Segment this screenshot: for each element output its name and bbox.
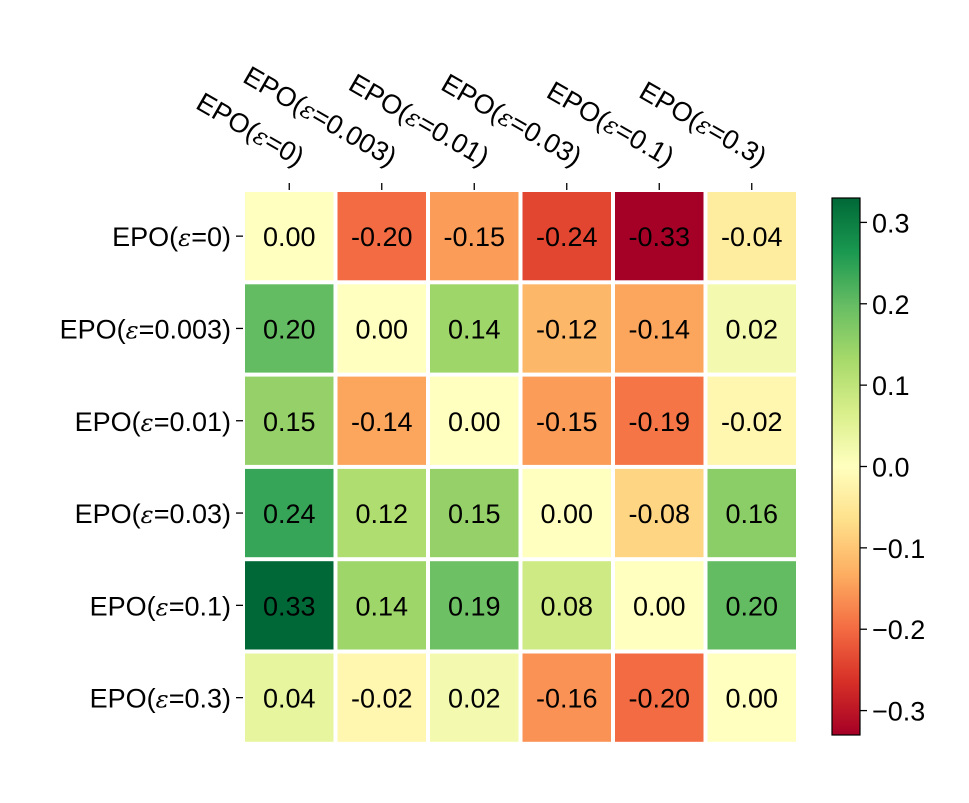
colorbar-tick-label: −0.1 <box>872 534 925 564</box>
cell-value-label: 0.00 <box>448 407 501 437</box>
cell-value-label: 0.33 <box>263 591 316 621</box>
cell-value-label: -0.14 <box>351 407 413 437</box>
cell-value-label: 0.19 <box>448 591 501 621</box>
heatmap-cell <box>615 653 704 742</box>
heatmap-cell <box>245 561 334 650</box>
cell-value-label: -0.15 <box>536 407 598 437</box>
heatmap-cell <box>615 192 704 281</box>
heatmap-cell <box>337 284 426 373</box>
colorbar-tick-label: 0.1 <box>872 371 910 401</box>
cell-value-label: 0.00 <box>725 684 778 714</box>
y-tick-label: EPO(ε=0.03) <box>75 499 231 529</box>
heatmap-cell <box>707 561 796 650</box>
cell-value-label: -0.08 <box>628 499 690 529</box>
cell-value-label: -0.20 <box>628 684 690 714</box>
x-tick-label: EPO(ε=0.003) <box>238 61 401 173</box>
cell-value-label: 0.02 <box>448 684 501 714</box>
colorbar-ticks: 0.3 0.2 0.1 0.0 −0.1 −0.2 −0.3 <box>860 208 925 727</box>
heatmap-cell <box>430 192 519 281</box>
cell-value-label: 0.20 <box>725 591 778 621</box>
heatmap-cell <box>615 468 704 558</box>
heatmap-cell <box>245 284 334 373</box>
y-tick-label: EPO(ε=0.01) <box>75 407 231 437</box>
cell-value-label: -0.19 <box>628 407 690 437</box>
colorbar-tick-label: −0.3 <box>872 697 925 727</box>
cell-value-label: 0.24 <box>263 499 316 529</box>
cell-value-label: -0.20 <box>351 222 413 252</box>
heatmap-cell <box>707 653 796 742</box>
heatmap-cell <box>707 468 796 558</box>
cell-value-label: 0.00 <box>355 314 408 344</box>
cell-value-label: -0.02 <box>721 407 783 437</box>
heatmap-cell <box>245 468 334 558</box>
heatmap-cell <box>615 561 704 650</box>
heatmap-cell <box>522 561 611 650</box>
y-axis: EPO(ε=0) EPO(ε=0.003) EPO(ε=0.01) EPO(ε=0.0… <box>60 222 243 714</box>
heatmap-cell <box>430 376 519 465</box>
heatmap-cell <box>707 284 796 373</box>
cell-value-label: 0.14 <box>355 591 408 621</box>
colorbar-tick-label: 0.0 <box>872 453 910 483</box>
y-tick-label: EPO(ε=0.3) <box>90 684 231 714</box>
cell-value-label: 0.20 <box>263 314 316 344</box>
heatmap-cell <box>337 376 426 465</box>
heatmap-cell <box>337 468 426 558</box>
x-axis: EPO(ε=0)EPO(ε=0.003)EPO(ε=0.01)EPO(ε=0.0… <box>191 61 772 190</box>
cell-value-label: -0.04 <box>721 222 783 252</box>
heatmap-cell <box>337 561 426 650</box>
heatmap-cell <box>245 653 334 742</box>
cell-value-label: -0.14 <box>628 314 690 344</box>
cell-value-label: 0.02 <box>725 314 778 344</box>
cell-value-label: -0.16 <box>536 684 598 714</box>
cell-value-label: 0.00 <box>540 499 593 529</box>
y-tick-label: EPO(ε=0.1) <box>90 591 231 621</box>
heatmap-cell <box>522 376 611 465</box>
colorbar: 0.3 0.2 0.1 0.0 −0.1 −0.2 −0.3 <box>831 197 925 736</box>
heatmap-cell <box>337 192 426 281</box>
colorbar-tick-label: 0.3 <box>872 208 910 238</box>
cell-value-label: 0.00 <box>633 591 686 621</box>
heatmap-cell <box>337 653 426 742</box>
cell-value-label: 0.08 <box>540 591 593 621</box>
heatmap-cell <box>245 376 334 465</box>
cell-value-label: 0.04 <box>263 684 316 714</box>
cell-value-label: -0.33 <box>628 222 690 252</box>
y-tick-label: EPO(ε=0) <box>112 222 231 252</box>
heatmap-cell <box>707 376 796 465</box>
cell-value-label: -0.02 <box>351 684 413 714</box>
heatmap-cell <box>430 284 519 373</box>
y-tick-label: EPO(ε=0.003) <box>60 314 231 344</box>
heatmap-cell <box>615 284 704 373</box>
colorbar-gradient <box>831 197 861 736</box>
colorbar-tick-label: 0.2 <box>872 290 910 320</box>
cell-value-label: 0.15 <box>448 499 501 529</box>
heatmap-cell <box>615 376 704 465</box>
cell-value-label: 0.16 <box>725 499 778 529</box>
heatmap-cell <box>522 468 611 558</box>
heatmap-cell <box>522 653 611 742</box>
cell-value-label: 0.15 <box>263 407 316 437</box>
heatmap-cell <box>522 284 611 373</box>
heatmap-cells: 0.00 -0.20 -0.15 -0.24 -0.33 -0.04 0.20 0.00 0.1… <box>245 192 796 742</box>
cell-value-label: 0.00 <box>263 222 316 252</box>
colorbar-tick-label: −0.2 <box>872 615 925 645</box>
heatmap-cell <box>522 192 611 281</box>
cell-value-label: 0.14 <box>448 314 501 344</box>
heatmap-cell <box>430 468 519 558</box>
cell-value-label: -0.24 <box>536 222 598 252</box>
heatmap-cell <box>430 561 519 650</box>
cell-value-label: -0.15 <box>443 222 505 252</box>
heatmap-cell <box>430 653 519 742</box>
cell-value-label: -0.12 <box>536 314 598 344</box>
cell-value-label: 0.12 <box>355 499 408 529</box>
heatmap-cell <box>245 192 334 281</box>
heatmap-cell <box>707 192 796 281</box>
